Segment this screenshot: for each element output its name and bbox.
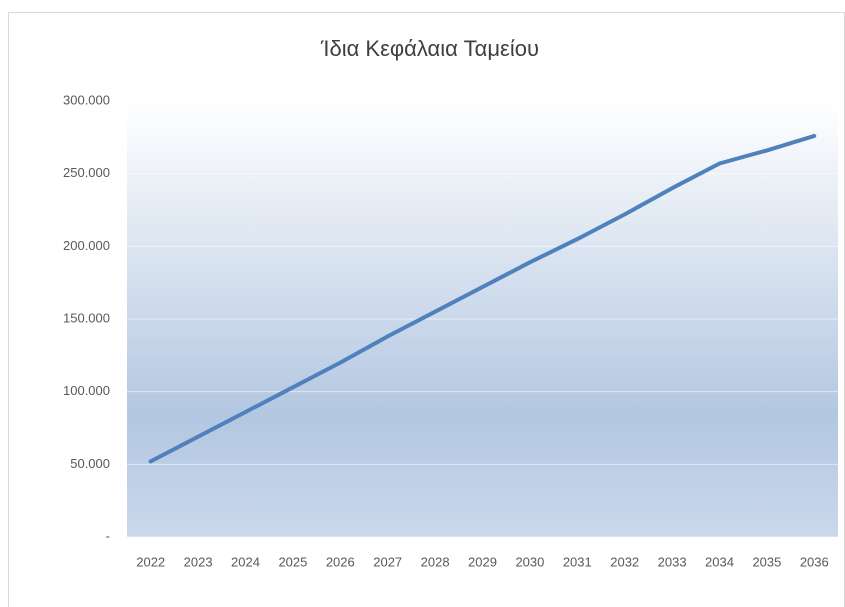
x-tick-label: 2028 — [421, 554, 450, 569]
x-tick-label: 2029 — [468, 554, 497, 569]
x-tick-label: 2023 — [184, 554, 213, 569]
x-tick-label: 2034 — [705, 554, 734, 569]
y-tick-label: 200.000 — [63, 238, 110, 253]
x-tick-label: 2027 — [373, 554, 402, 569]
x-tick-label: 2031 — [563, 554, 592, 569]
x-tick-label: 2033 — [658, 554, 687, 569]
y-tick-label: 150.000 — [63, 310, 110, 325]
x-tick-label: 2024 — [231, 554, 260, 569]
chart-title: Ίδια Κεφάλαια Ταμείου — [320, 36, 539, 61]
y-tick-label: - — [106, 528, 110, 543]
x-tick-label: 2035 — [752, 554, 781, 569]
y-tick-label: 250.000 — [63, 165, 110, 180]
x-tick-label: 2026 — [326, 554, 355, 569]
y-tick-label: 50.000 — [70, 456, 110, 471]
y-tick-label: 300.000 — [63, 92, 110, 107]
x-tick-label: 2025 — [278, 554, 307, 569]
x-tick-label: 2022 — [136, 554, 165, 569]
x-tick-label: 2036 — [800, 554, 829, 569]
x-tick-label: 2032 — [610, 554, 639, 569]
line-series — [148, 133, 817, 464]
y-tick-label: 100.000 — [63, 383, 110, 398]
x-tick-label: 2030 — [515, 554, 544, 569]
